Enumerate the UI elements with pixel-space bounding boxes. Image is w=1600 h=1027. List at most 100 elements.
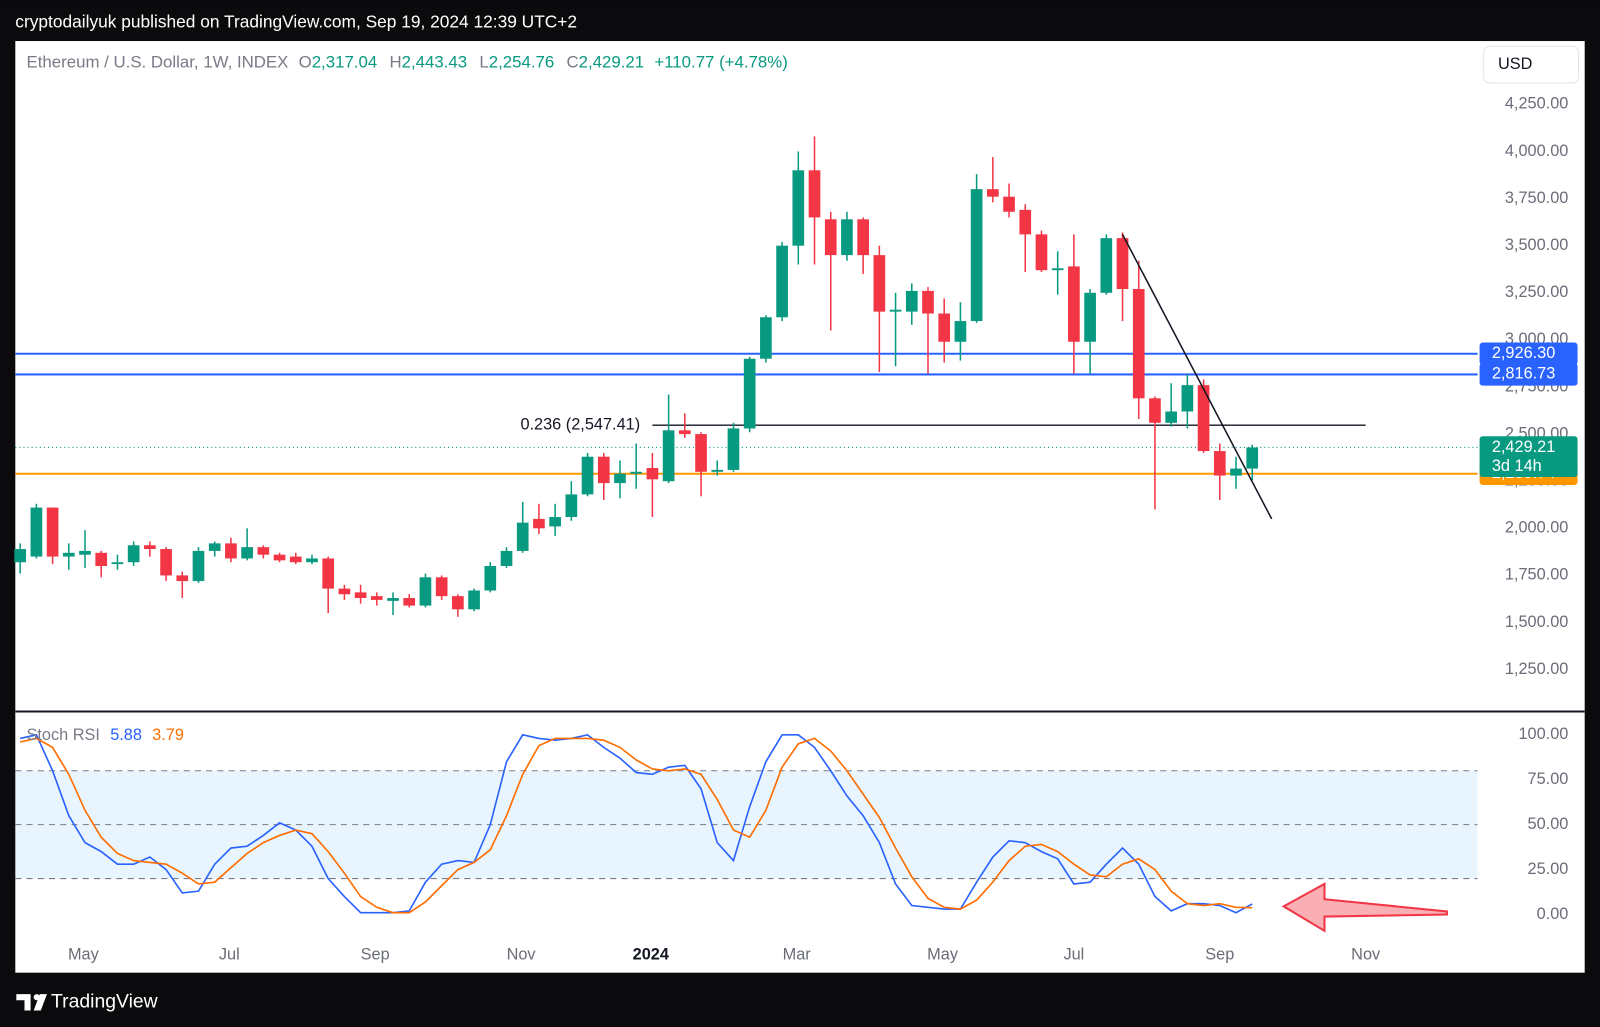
candle-body [257, 547, 270, 555]
candle-body [873, 255, 886, 312]
currency[interactable]: USD [1498, 55, 1532, 73]
candle-body [646, 468, 659, 480]
change: +110.77 (+4.78%) [654, 53, 787, 72]
candle-body [581, 456, 594, 495]
x-tick-label: Mar [783, 946, 812, 964]
y-tick-label: 1,750.00 [1505, 566, 1569, 584]
currency-button[interactable] [1483, 45, 1580, 84]
candle-body [727, 428, 740, 470]
y-tick-label: 3,750.00 [1505, 189, 1569, 207]
candle-body [597, 456, 610, 484]
price-badge [1479, 363, 1578, 386]
y-tick-label: 4,000.00 [1505, 142, 1569, 160]
candle-body [322, 558, 335, 589]
x-tick-label: Nov [1351, 946, 1381, 964]
candle-body [678, 430, 691, 435]
trendline [1121, 234, 1273, 520]
candle-body [468, 590, 480, 610]
symbol-info: Ethereum / U.S. Dollar, 1W, INDEX O2,317.… [27, 53, 788, 72]
ohlc-key: L [479, 53, 488, 72]
candle-body [922, 290, 934, 314]
candle-body [824, 219, 837, 256]
ohlc-value: 2,317.04 [312, 53, 378, 72]
ohlc-key: H [389, 53, 401, 72]
candle-body [435, 577, 448, 597]
x-tick-label: May [68, 946, 100, 964]
candle-body [1068, 266, 1080, 342]
candle-body [776, 245, 788, 318]
candle-body [565, 494, 578, 518]
candle-body [938, 313, 951, 342]
candle-body [760, 317, 772, 359]
candle-body [62, 552, 75, 557]
candle-body [614, 473, 626, 484]
logo-dot [33, 994, 40, 1001]
candle-body [970, 189, 983, 322]
candle-body [533, 518, 545, 529]
candle-body [905, 290, 918, 312]
candle-body [289, 556, 302, 563]
candle-body [387, 598, 399, 601]
candle-body [889, 309, 902, 312]
candle-body [1213, 451, 1226, 476]
price-countdown: 3d 14h [1492, 457, 1542, 475]
candle-body [111, 562, 124, 565]
indicator-title: Stoch RSI [27, 726, 100, 744]
x-tick-label: Sep [361, 946, 390, 964]
price-badge-label: 2,429.21 [1492, 438, 1555, 456]
x-tick-label: Jul [219, 946, 240, 964]
indicator-value: 5.88 [110, 726, 142, 744]
y-tick-label: 1,500.00 [1505, 613, 1569, 631]
candle-body [630, 471, 643, 474]
candle-body [176, 575, 189, 582]
candle-body [662, 430, 675, 482]
candle-body [1116, 238, 1129, 290]
candle-body [403, 598, 416, 606]
candle-body [354, 592, 367, 599]
symbol: Ethereum / U.S. Dollar, 1W, INDEX [27, 53, 289, 72]
price-badge-label: 2,816.73 [1492, 365, 1555, 383]
candle-body [1149, 398, 1161, 423]
candle-body [1230, 468, 1242, 476]
price-badge [1479, 342, 1578, 366]
price-badge [1479, 436, 1578, 478]
candle-body [516, 522, 529, 551]
y-tick-label: 1,250.00 [1505, 660, 1569, 678]
ohlc-key: O [299, 53, 312, 72]
ohlc-value: 2,443.43 [402, 53, 468, 72]
candle-body [743, 358, 756, 429]
candle-body [95, 552, 108, 566]
candle-body [1246, 447, 1259, 469]
candle-body [792, 170, 805, 246]
y-tick-label: 3,250.00 [1505, 283, 1569, 301]
y-tick-label: 0.00 [1537, 905, 1569, 923]
candle-body [144, 545, 156, 550]
candle-body [857, 219, 869, 256]
candle-body [1051, 268, 1064, 271]
x-tick-label: 2024 [633, 946, 669, 964]
x-tick-label: Nov [507, 946, 537, 964]
y-tick-label: 50.00 [1528, 815, 1569, 833]
candle-body [160, 549, 172, 576]
candle-body [14, 549, 27, 563]
y-tick-label: 75.00 [1528, 770, 1569, 788]
candle-body [484, 565, 497, 591]
brand: TradingView [51, 990, 159, 1012]
candle-body [500, 550, 513, 566]
candle-body [46, 507, 59, 557]
logo [16, 994, 47, 1011]
candle-body [370, 596, 383, 600]
candle-body [79, 550, 91, 555]
candle-body [127, 545, 140, 563]
y-tick-label: 100.00 [1518, 725, 1568, 743]
y-tick-label: 2,000.00 [1505, 519, 1569, 537]
candle-body [208, 543, 221, 551]
candle-body [338, 588, 351, 595]
candle-body [1003, 196, 1015, 212]
candle-body [1165, 411, 1177, 423]
candle-body [987, 189, 999, 197]
y-tick-label: 4,250.00 [1505, 95, 1569, 113]
ohlc-key: C [566, 53, 578, 72]
